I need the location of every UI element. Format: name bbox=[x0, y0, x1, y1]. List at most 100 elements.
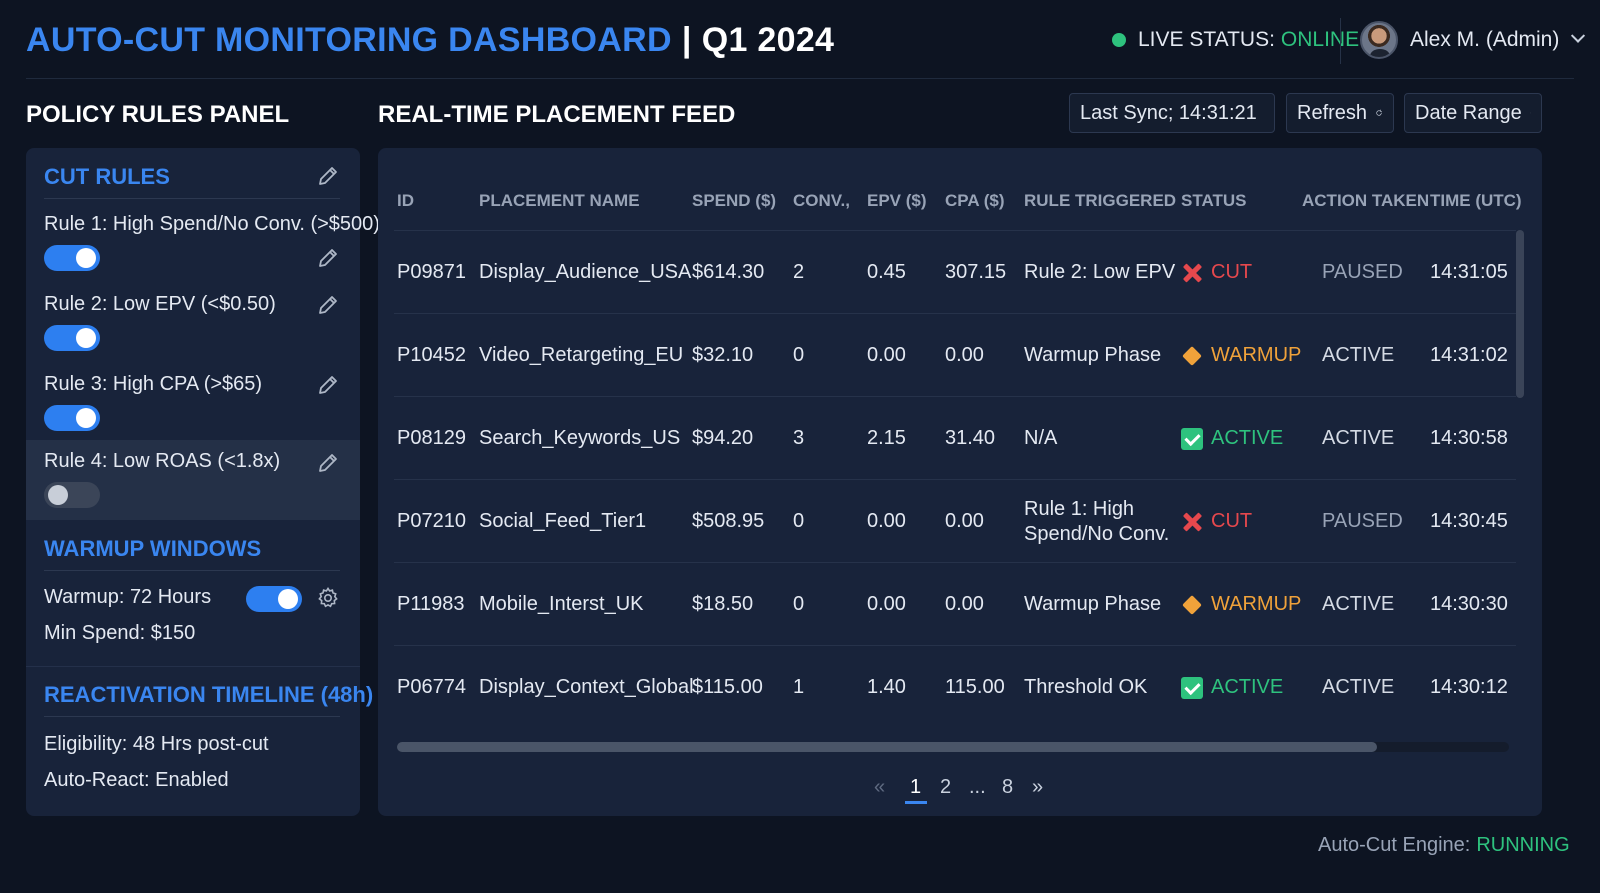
refresh-button[interactable]: Refresh bbox=[1286, 93, 1394, 133]
cell-time: 14:30:30 bbox=[1430, 593, 1508, 615]
cell-action-taken: PAUSED bbox=[1322, 261, 1403, 283]
placement-feed-panel bbox=[378, 148, 1542, 816]
cell-epv: 0.00 bbox=[867, 593, 906, 615]
edit-cut-rules-icon[interactable] bbox=[316, 164, 340, 188]
cell-time: 14:31:05 bbox=[1430, 261, 1508, 283]
cell-action-taken: ACTIVE bbox=[1322, 427, 1395, 449]
cell-cpa: 115.00 bbox=[945, 676, 1005, 698]
pagination-page-last[interactable]: 8 bbox=[1002, 775, 1014, 798]
status-dot-icon bbox=[1112, 33, 1126, 47]
section-divider bbox=[26, 666, 360, 667]
vertical-scrollbar[interactable] bbox=[1516, 230, 1524, 398]
col-placement-name[interactable]: PLACEMENT NAME bbox=[479, 191, 640, 210]
col-action-taken[interactable]: ACTION TAKEN bbox=[1302, 191, 1430, 210]
warmup-toggle[interactable] bbox=[246, 586, 302, 612]
pagination-prev[interactable]: « bbox=[874, 775, 886, 798]
date-range-dropdown[interactable]: Date Range bbox=[1404, 93, 1542, 133]
row-divider bbox=[394, 645, 1516, 646]
cell-cpa: 31.40 bbox=[945, 427, 996, 449]
pagination-next[interactable]: » bbox=[1032, 775, 1044, 798]
cell-conv: 0 bbox=[793, 344, 805, 366]
horizontal-scrollbar-thumb[interactable] bbox=[397, 742, 1377, 752]
live-status-value: ONLINE bbox=[1280, 28, 1360, 51]
cell-conv: 3 bbox=[793, 427, 805, 449]
cell-placement-name: Video_Retargeting_EU bbox=[479, 344, 684, 366]
toggle-knob bbox=[278, 589, 298, 609]
table-row[interactable]: P10452 Video_Retargeting_EU $32.10 0 0.0… bbox=[378, 314, 1516, 397]
cell-cpa: 0.00 bbox=[945, 344, 984, 366]
cut-rules-heading: CUT RULES bbox=[44, 164, 170, 189]
status-badge: CUT bbox=[1181, 231, 1252, 314]
app-title-period: Q1 2024 bbox=[701, 20, 835, 59]
cell-rule-triggered: Threshold OK bbox=[1024, 676, 1148, 698]
col-status[interactable]: STATUS bbox=[1181, 191, 1247, 210]
cell-rule-triggered: N/A bbox=[1024, 427, 1058, 449]
cut-x-icon bbox=[1181, 511, 1203, 533]
warmup-diamond-icon bbox=[1181, 594, 1203, 616]
avatar[interactable] bbox=[1360, 21, 1398, 59]
edit-rule-2-icon[interactable] bbox=[316, 293, 340, 317]
chevron-down-icon[interactable] bbox=[1571, 28, 1586, 43]
warmup-duration: Warmup: 72 Hours bbox=[44, 586, 212, 608]
refresh-label: Refresh bbox=[1297, 101, 1368, 124]
rule-1-toggle[interactable] bbox=[44, 245, 100, 271]
cell-id: P09871 bbox=[397, 261, 466, 283]
placement-feed-title: REAL-TIME PLACEMENT FEED bbox=[378, 101, 736, 128]
status-badge: CUT bbox=[1181, 480, 1252, 563]
cell-action-taken: PAUSED bbox=[1322, 510, 1403, 532]
cell-conv: 2 bbox=[793, 261, 805, 283]
col-spend[interactable]: SPEND ($) bbox=[692, 191, 777, 210]
cell-placement-name: Social_Feed_Tier1 bbox=[479, 510, 647, 532]
user-menu[interactable]: Alex M. (Admin) bbox=[1360, 20, 1586, 60]
table-row[interactable]: P07210 Social_Feed_Tier1 $508.95 0 0.00 … bbox=[378, 480, 1516, 563]
rule-4-toggle[interactable] bbox=[44, 482, 100, 508]
table-header-divider bbox=[394, 230, 1516, 231]
rule-2-label: Rule 2: Low EPV (<$0.50) bbox=[44, 293, 276, 315]
table-row[interactable]: P09871 Display_Audience_USA $614.30 2 0.… bbox=[378, 231, 1516, 314]
col-id[interactable]: ID bbox=[397, 191, 414, 210]
table-row[interactable]: P08129 Search_Keywords_US $94.20 3 2.15 … bbox=[378, 397, 1516, 480]
col-rule-triggered[interactable]: RULE TRIGGERED bbox=[1024, 191, 1177, 210]
cell-rule-triggered: Rule 2: Low EPV bbox=[1024, 261, 1176, 283]
active-check-icon bbox=[1181, 427, 1203, 450]
col-epv[interactable]: EPV ($) bbox=[867, 191, 927, 210]
cell-placement-name: Mobile_Interst_UK bbox=[479, 593, 644, 615]
warmup-divider bbox=[44, 570, 340, 571]
cell-epv: 0.00 bbox=[867, 510, 906, 532]
date-range-label: Date Range bbox=[1415, 101, 1522, 124]
toggle-knob bbox=[76, 248, 96, 268]
reactivation-eligibility: Eligibility: 48 Hrs post-cut bbox=[44, 733, 269, 755]
cell-rule-triggered: Rule 1: High Spend/No Conv. bbox=[1024, 497, 1170, 545]
policy-rules-panel: CUT RULES Rule 1: High Spend/No Conv. (>… bbox=[26, 148, 380, 816]
cell-action-taken: ACTIVE bbox=[1322, 593, 1395, 615]
edit-rule-4-icon[interactable] bbox=[316, 451, 340, 475]
col-conv[interactable]: CONV., bbox=[793, 191, 851, 210]
rule-3-toggle[interactable] bbox=[44, 405, 100, 431]
gear-icon[interactable] bbox=[316, 586, 340, 610]
rule-3-label: Rule 3: High CPA (>$65) bbox=[44, 373, 263, 395]
engine-status: Auto-Cut Engine: RUNNING bbox=[1318, 834, 1570, 857]
active-check-icon bbox=[1181, 676, 1203, 699]
edit-rule-3-icon[interactable] bbox=[316, 373, 340, 397]
toggle-knob bbox=[48, 485, 68, 505]
table-row[interactable]: P11983 Mobile_Interst_UK $18.50 0 0.00 0… bbox=[378, 563, 1516, 646]
cell-cpa: 307.15 bbox=[945, 261, 1007, 283]
table-row[interactable]: P06774 Display_Context_Global $115.00 1 … bbox=[378, 646, 1516, 729]
status-badge: ACTIVE bbox=[1181, 646, 1283, 729]
cell-epv: 1.40 bbox=[867, 676, 906, 698]
live-status: LIVE STATUS: ONLINE bbox=[1112, 26, 1359, 54]
last-sync-button[interactable]: Last Sync; 14:31:21 bbox=[1069, 93, 1275, 133]
engine-status-label: Auto-Cut Engine: bbox=[1318, 834, 1471, 856]
last-sync-label: Last Sync; 14:31:21 bbox=[1080, 101, 1257, 124]
edit-rule-1-icon[interactable] bbox=[316, 246, 340, 270]
cell-spend: $18.50 bbox=[692, 593, 754, 615]
refresh-icon bbox=[1376, 109, 1383, 116]
col-cpa[interactable]: CPA ($) bbox=[945, 191, 1005, 210]
rule-2-toggle[interactable] bbox=[44, 325, 100, 351]
col-time[interactable]: TIME (UTC) bbox=[1430, 191, 1522, 210]
pagination-page-1[interactable]: 1 bbox=[910, 775, 922, 798]
app-title: AUTO-CUT MONITORING DASHBOARD | Q1 2024 bbox=[26, 18, 834, 62]
status-badge: WARMUP bbox=[1181, 314, 1301, 397]
pagination-page-2[interactable]: 2 bbox=[940, 775, 952, 798]
app-title-main: AUTO-CUT MONITORING DASHBOARD bbox=[26, 20, 672, 59]
